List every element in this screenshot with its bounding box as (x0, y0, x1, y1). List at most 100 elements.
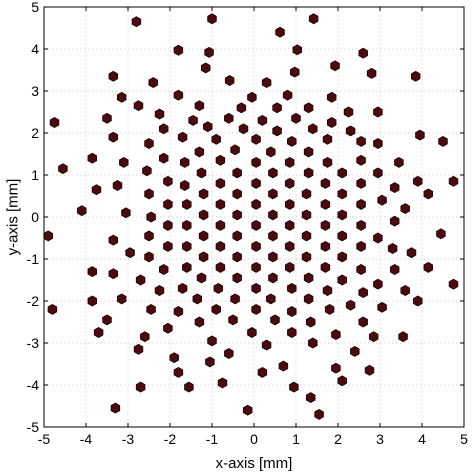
data-point (337, 230, 347, 242)
data-point (177, 282, 188, 294)
data-point (289, 381, 299, 393)
data-point (146, 303, 156, 315)
x-tick-label: -3 (122, 431, 135, 447)
data-point (91, 184, 102, 196)
data-point (301, 209, 312, 221)
data-point (326, 117, 337, 128)
data-point (58, 163, 68, 175)
data-point (177, 131, 188, 143)
data-point (314, 408, 324, 420)
data-point (331, 329, 341, 341)
data-point (303, 102, 314, 114)
data-point (410, 70, 421, 82)
data-point (438, 135, 448, 147)
data-point (389, 215, 400, 227)
data-point (387, 243, 398, 254)
data-point (110, 402, 121, 414)
data-point (343, 106, 354, 118)
data-point (182, 219, 192, 231)
data-point (158, 123, 169, 135)
data-point (251, 261, 261, 273)
data-point (207, 335, 217, 347)
data-point (182, 240, 192, 252)
axis-ticks: -5 -4 -3 -2 -1 0 1 2 3 4 5 -5 -4 -3 -2 -1 0 1 2 3 4 5 (27, 0, 469, 447)
y-tick-label: -1 (27, 251, 40, 267)
data-point (198, 188, 209, 200)
x-tick-label: 5 (460, 431, 468, 447)
data-point (163, 175, 173, 187)
data-point (232, 167, 242, 179)
data-point (345, 125, 356, 137)
data-point (356, 177, 366, 189)
data-point (398, 331, 408, 343)
data-point (251, 303, 261, 315)
data-point (330, 60, 340, 72)
data-point (247, 327, 257, 338)
y-tick-label: -5 (27, 419, 40, 435)
data-point (373, 232, 383, 244)
x-tick-label: 0 (250, 431, 258, 447)
data-point (215, 154, 226, 166)
data-point (230, 293, 240, 305)
data-point (211, 133, 221, 145)
data-point (320, 198, 331, 210)
data-point (133, 343, 144, 355)
data-point (337, 209, 347, 221)
x-axis-title: x-axis [mm] (216, 455, 293, 472)
data-point (257, 366, 268, 378)
data-point (373, 106, 383, 118)
data-point (144, 188, 154, 200)
x-tick-label: -5 (38, 431, 51, 447)
data-point (87, 152, 98, 164)
data-point (284, 261, 295, 273)
data-point (49, 117, 60, 128)
data-point (270, 314, 280, 326)
data-point (232, 209, 242, 221)
data-point (232, 251, 242, 263)
data-point (135, 381, 146, 393)
data-point (406, 247, 417, 259)
data-point (358, 47, 368, 59)
data-point (87, 295, 98, 307)
data-point (194, 100, 205, 112)
data-point (331, 362, 341, 374)
data-point (87, 266, 98, 278)
data-point (356, 240, 366, 252)
data-point (303, 293, 314, 305)
x-tick-label: 2 (334, 431, 342, 447)
data-point (213, 282, 224, 294)
x-tick-label: -4 (80, 431, 93, 447)
data-point (192, 293, 203, 305)
data-point (182, 261, 192, 273)
data-point (230, 144, 240, 156)
data-point (102, 112, 112, 124)
data-point (125, 247, 135, 259)
data-point (47, 303, 58, 315)
data-point (356, 264, 366, 275)
data-point (366, 67, 377, 79)
data-point (131, 16, 142, 28)
data-point (236, 102, 247, 114)
data-point (373, 167, 383, 179)
data-point (358, 316, 368, 328)
data-point (272, 125, 282, 137)
data-point (301, 251, 312, 263)
x-tick-label: -2 (164, 431, 177, 447)
data-point (154, 108, 165, 120)
data-point (266, 293, 276, 305)
data-point (215, 261, 226, 273)
data-point (337, 167, 347, 179)
data-point (242, 404, 253, 416)
data-point (337, 375, 347, 387)
data-point (108, 131, 119, 143)
data-point (144, 251, 154, 263)
data-point (251, 282, 261, 294)
data-point (326, 91, 337, 103)
data-point (356, 135, 366, 147)
data-point (77, 205, 87, 217)
data-point (108, 70, 119, 82)
data-point (413, 295, 423, 307)
data-point (215, 198, 226, 210)
data-point (337, 188, 347, 200)
data-point (320, 177, 331, 189)
